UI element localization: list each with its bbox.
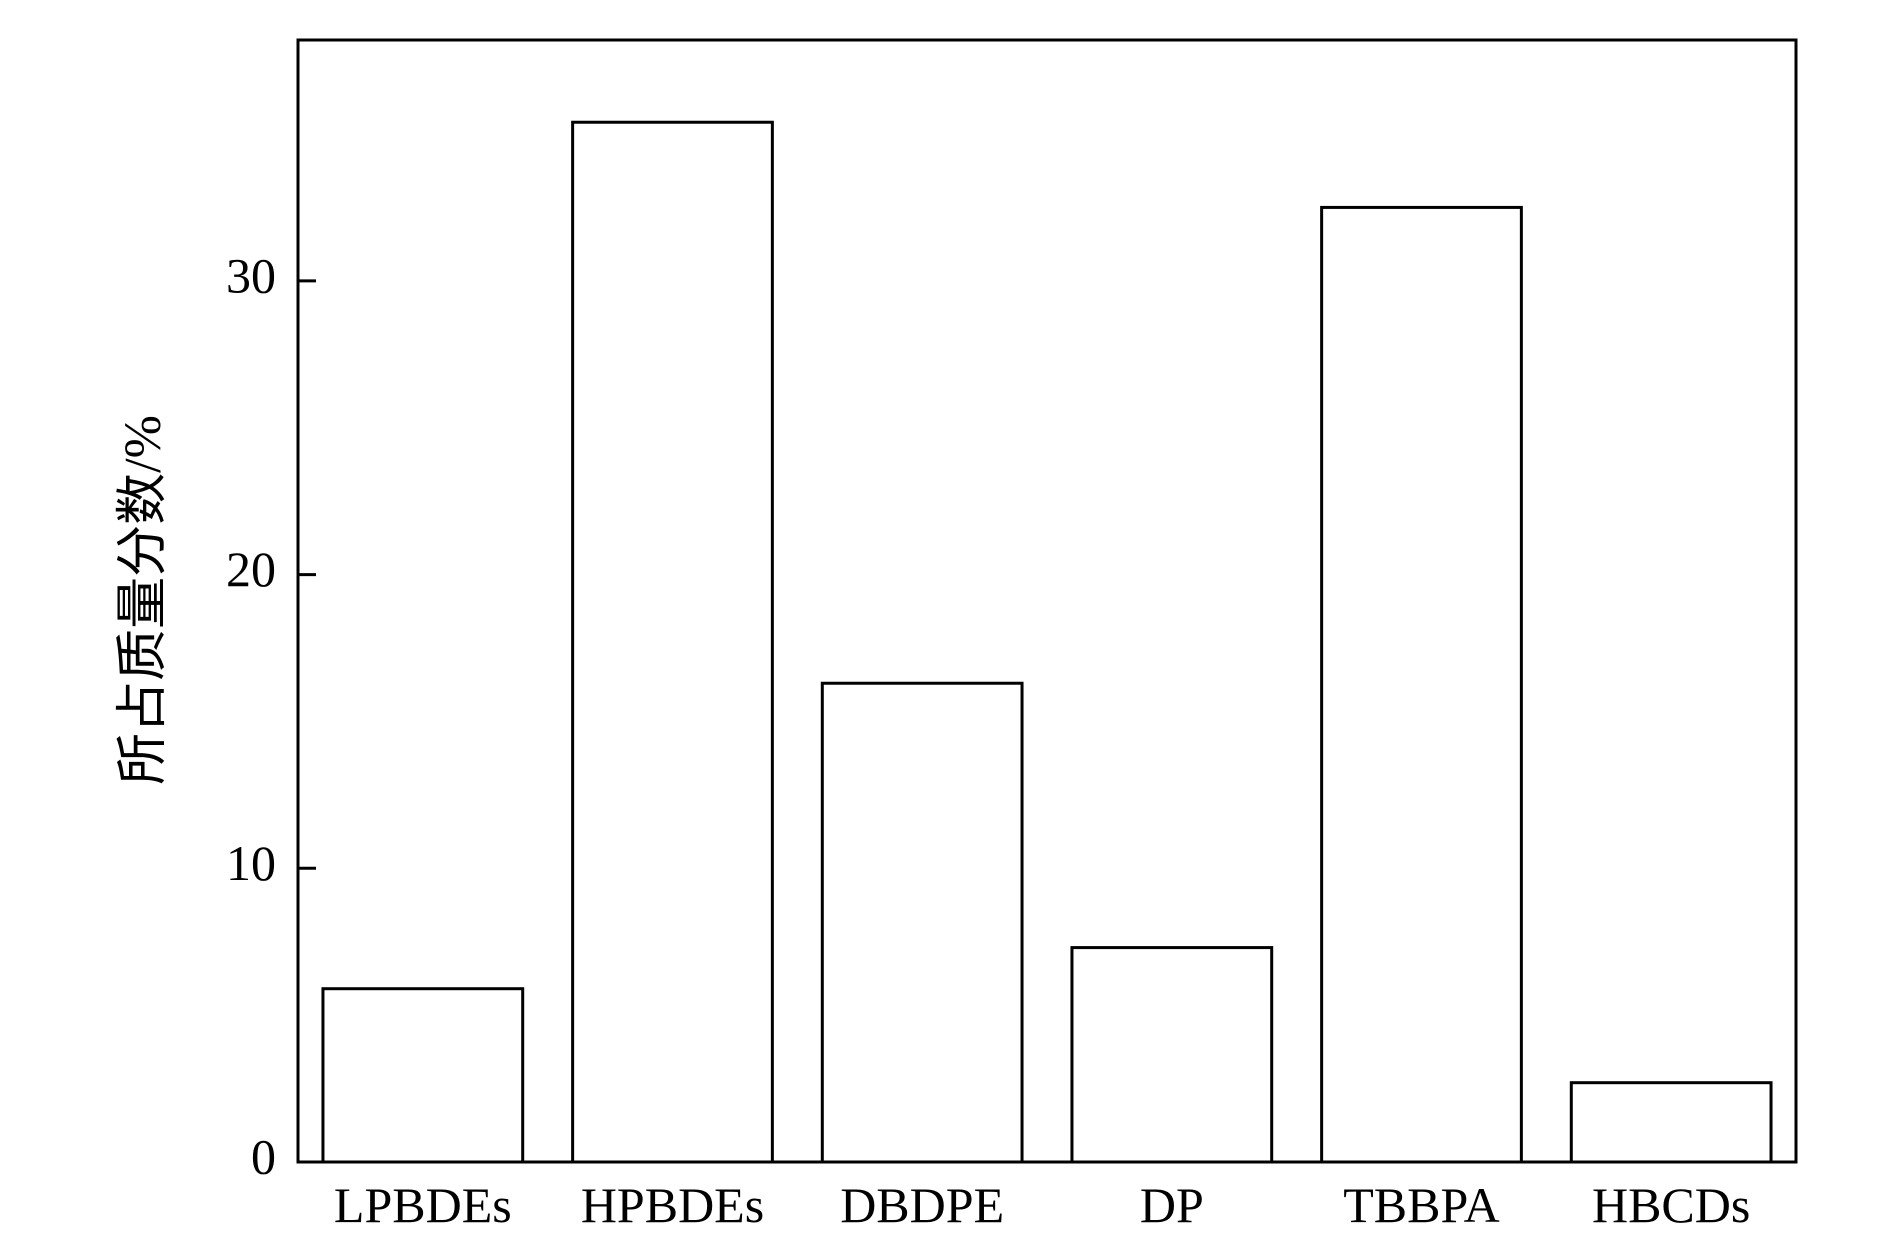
bars — [321, 120, 1773, 1164]
y-axis-ticks: 0 10 20 30 — [226, 247, 316, 1184]
plot-frame — [296, 38, 1798, 1164]
y-axis-title: 所占质量分数/% — [115, 415, 172, 785]
x-category-label: DP — [1140, 1177, 1204, 1233]
y-tick-label: 0 — [251, 1128, 276, 1184]
x-category-label: HPBDEs — [581, 1177, 764, 1233]
bar-dp — [1070, 946, 1274, 1164]
bar-lpbdes — [321, 987, 525, 1164]
x-category-label: HBCDs — [1592, 1177, 1750, 1233]
bar-tbbpa — [1320, 205, 1523, 1164]
x-category-label: TBBPA — [1343, 1177, 1500, 1233]
category-labels: LPBDEs HPBDEs DBDPE DP TBBPA HBCDs — [334, 1177, 1750, 1233]
x-category-label: DBDPE — [840, 1177, 1004, 1233]
bar-hpbdes — [571, 120, 774, 1164]
bar-hbcds — [1569, 1081, 1773, 1164]
y-tick-label: 10 — [226, 835, 276, 891]
bar-dbdpe — [820, 681, 1024, 1164]
x-category-label: LPBDEs — [334, 1177, 512, 1233]
y-tick-label: 30 — [226, 247, 276, 303]
y-tick-label: 20 — [226, 541, 276, 597]
